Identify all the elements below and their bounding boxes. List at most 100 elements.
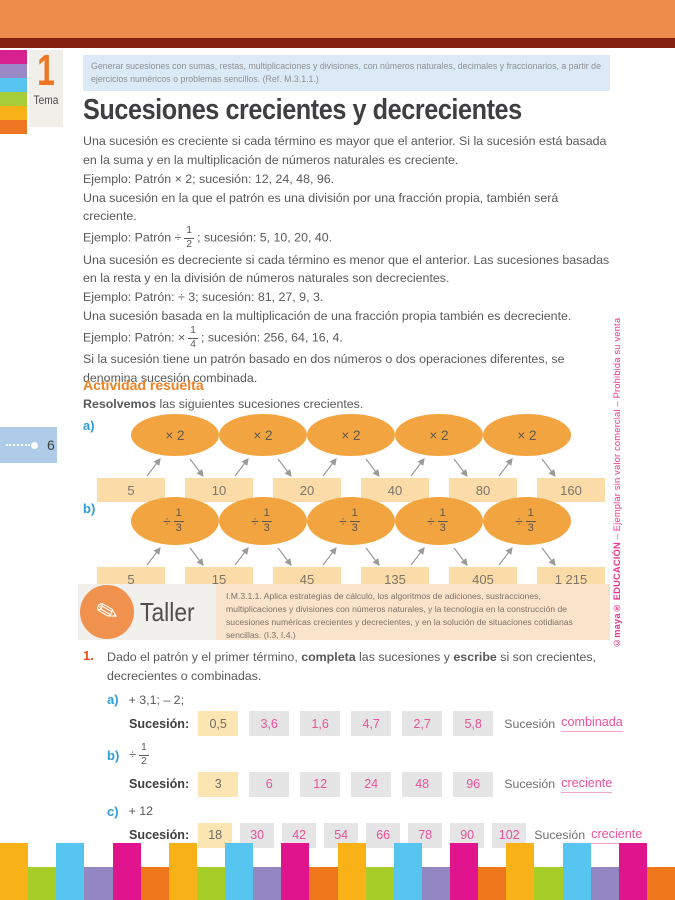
footer-bar [646,867,675,900]
footer-bar [56,843,85,900]
footer-bar [337,843,366,900]
sequence-a: a) × 2 × 2 × 2 × 2 × 2 5 10 20 40 80 160 [83,414,623,502]
answer-box: 42 [282,822,317,848]
answer-box: 6 [249,771,290,797]
header-rule [0,38,675,48]
footer-bar [168,843,197,900]
first-term-box: 0,5 [198,711,239,737]
pencil-icon: ✎ [80,585,134,639]
answer-box: 66 [366,822,401,848]
answer-box: 24 [351,771,392,797]
taller-indicator-text: I.M.3.1.1. Aplica estrategias de cálculo… [216,584,610,640]
pattern-oval: ÷ 1 3 [219,497,307,545]
color-tab-stack [0,50,27,134]
exercise-1: 1. Dado el patrón y el primer término, c… [83,648,643,848]
answer-box: 5,8 [453,711,494,737]
tema-label: Tema [33,92,59,107]
footer-bar [84,867,113,900]
answer-box: 12 [300,771,341,797]
paragraph: Una sucesión en la que el patrón es una … [83,190,559,224]
dotted-line [6,444,30,446]
footer-bar [196,867,225,900]
dot [31,441,38,449]
sequence-diagram-b: ÷ 1 3 ÷ 1 3 ÷ 1 3 ÷ 1 3 ÷ 1 3 5 15 45 135 405 1 21… [97,497,617,591]
color-tab [0,120,27,134]
item-label-b: b) [83,501,96,516]
color-tab [0,78,27,92]
paragraph: Una sucesión es decreciente si cada térm… [83,252,610,286]
answer-box: 2,7 [402,711,443,737]
footer-bar [450,843,479,900]
footer-bar [253,867,282,900]
pattern-oval: × 2 [131,414,219,456]
footer-bar [590,867,619,900]
term-box: 40 [361,478,429,502]
exercise-item-b: b) ÷ 1 2 [107,743,612,767]
sequence-answer-row-c: Sucesión: 18 30 42 54 66 78 90 102 Suces… [129,822,643,848]
exercise-number: 1. [83,648,94,663]
color-tab [0,92,27,106]
sequence-answer-row-a: Sucesión: 0,5 3,6 1,6 4,7 2,7 5,8 Sucesi… [129,711,623,737]
sequence-arrows [146,547,556,566]
answer-line: creciente [591,827,643,844]
term-box: 5 [97,478,165,502]
footer-bar [478,867,507,900]
paragraph: Ejemplo: Patrón ÷ 1 2; sucesión: 5, 10, 20… [83,225,333,250]
answer-line: creciente [561,776,613,793]
taller-label-area: ✎ Taller [78,584,216,640]
footer-bar [0,843,29,900]
footer-bar [28,867,57,900]
pattern-oval: × 2 [219,414,307,456]
footer-bar [534,867,563,900]
answer-box: 1,6 [300,711,341,737]
paragraph: Ejemplo: Patrón × 2; sucesión: 12, 24, 4… [83,171,335,186]
paragraph: Si la sucesión tiene un patrón basado en… [83,352,565,386]
page-number: 6 [47,437,55,453]
answer-box: 4,7 [351,711,392,737]
pattern-b: ÷ 1 2 [129,742,149,767]
pattern-oval: ÷ 1 3 [307,497,395,545]
sequence-b: b) ÷ 1 3 ÷ 1 3 ÷ 1 3 ÷ 1 3 ÷ 1 3 5 15 45 135 405 1… [83,497,623,591]
pattern-a: + 3,1; – 2; [128,692,185,707]
paragraph: Una sucesión basada en la multiplicación… [83,309,572,350]
footer-bar [506,843,535,900]
footer-bar [281,843,310,900]
sequence-answer-row-b: Sucesión: 3 6 12 24 48 96 Sucesión creci… [129,771,613,797]
footer-bar [421,867,450,900]
page-number-tab: 6 [0,427,57,463]
term-box: 10 [185,478,253,502]
item-label-a: a) [83,418,95,433]
sequence-diagram-a: × 2 × 2 × 2 × 2 × 2 5 10 20 40 80 160 [97,414,617,502]
color-tab [0,50,27,64]
exercise-item-a: a) + 3,1; – 2; [107,692,185,708]
answer-box: 96 [453,771,494,797]
activity-heading: Actividad resuelta [83,377,204,393]
footer-bar [112,843,141,900]
intro-text: Una sucesión es creciente si cada términ… [83,132,610,388]
color-tab [0,106,27,120]
pattern-oval: ÷ 1 3 [131,497,219,545]
footer-color-bars [0,843,675,900]
footer-bar [309,867,338,900]
answer-box: 48 [402,771,443,797]
taller-band: ✎ Taller I.M.3.1.1. Aplica estrategias d… [78,584,610,640]
term-box: 20 [273,478,341,502]
pattern-oval: × 2 [307,414,395,456]
footer-bar [393,843,422,900]
term-box: 160 [537,478,605,502]
paragraph: Una sucesión es creciente si cada términ… [83,134,607,167]
pattern-c: + 12 [128,804,154,819]
answer-line: combinada [561,715,623,733]
pattern-oval: ÷ 1 3 [483,497,571,545]
exercise-instructions: Dado el patrón y el primer término, comp… [107,650,596,683]
activity-intro: Resolvemos las siguientes sucesiones cre… [83,397,364,411]
sequence-arrows [146,458,556,477]
exercise-item-c: c) + 12 [107,803,154,819]
